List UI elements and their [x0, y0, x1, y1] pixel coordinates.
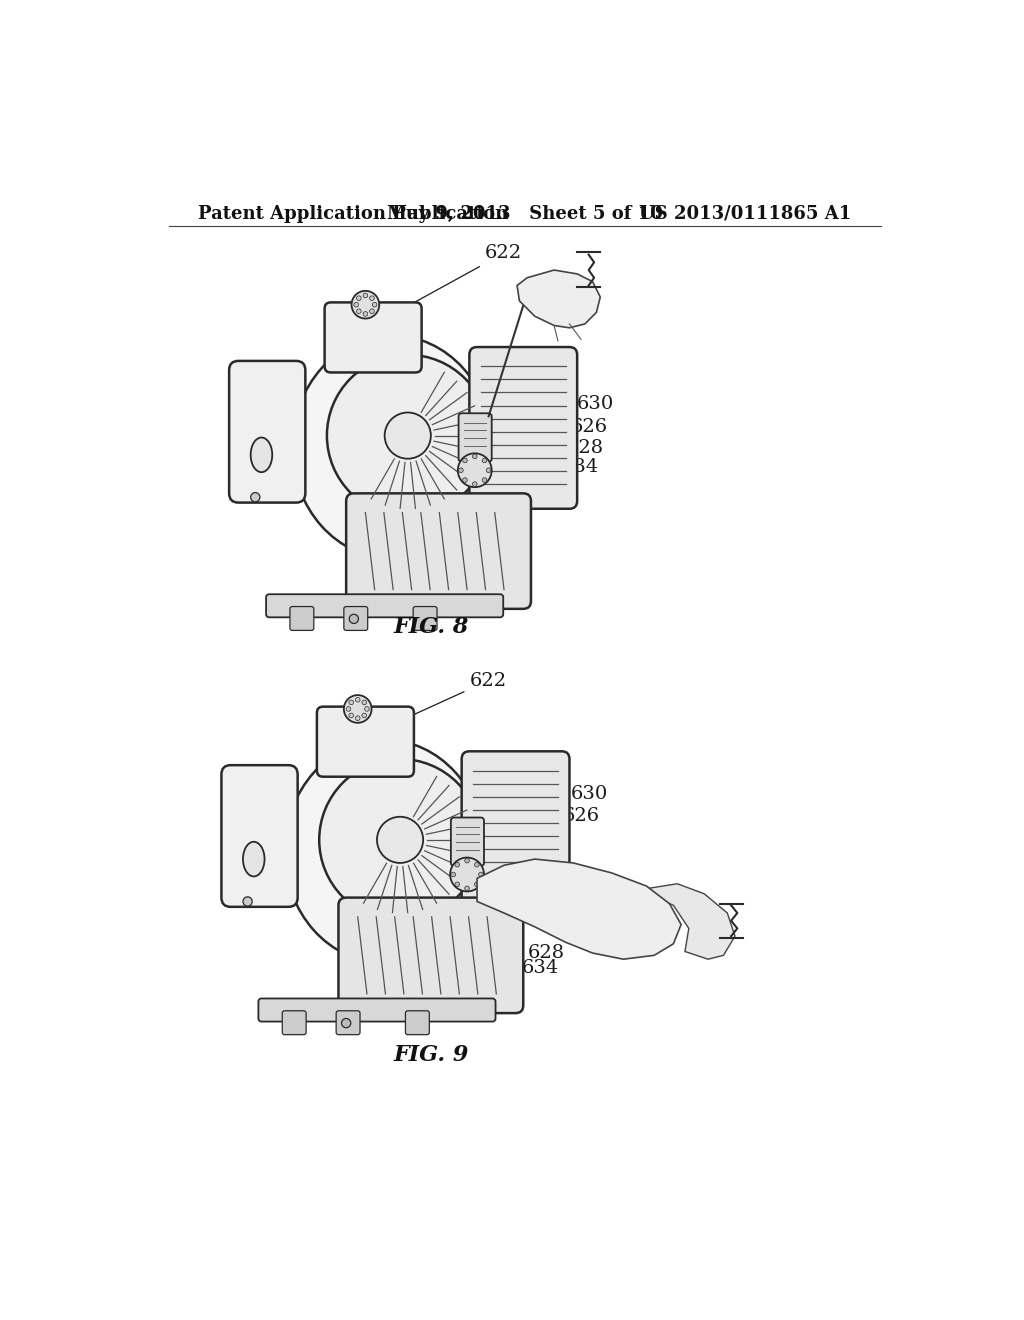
FancyBboxPatch shape: [451, 817, 484, 866]
Circle shape: [364, 312, 368, 317]
Circle shape: [365, 706, 370, 711]
Circle shape: [355, 715, 360, 721]
Circle shape: [474, 862, 479, 867]
FancyBboxPatch shape: [406, 1011, 429, 1035]
Circle shape: [355, 697, 360, 702]
Circle shape: [251, 492, 260, 502]
Circle shape: [478, 873, 483, 876]
Text: 630: 630: [571, 785, 608, 803]
Text: 632: 632: [416, 391, 453, 409]
Circle shape: [463, 478, 467, 482]
Circle shape: [465, 858, 469, 863]
FancyBboxPatch shape: [290, 607, 313, 631]
Circle shape: [243, 896, 252, 906]
Ellipse shape: [285, 739, 484, 964]
FancyBboxPatch shape: [266, 594, 503, 618]
Ellipse shape: [292, 335, 493, 558]
Circle shape: [370, 296, 374, 301]
Polygon shape: [477, 859, 681, 960]
Text: 626: 626: [571, 417, 608, 436]
Circle shape: [354, 302, 358, 308]
Text: 634: 634: [562, 458, 599, 475]
Circle shape: [482, 478, 486, 482]
FancyBboxPatch shape: [344, 607, 368, 631]
Circle shape: [361, 700, 367, 705]
FancyBboxPatch shape: [469, 347, 578, 508]
Text: May 9, 2013   Sheet 5 of 10: May 9, 2013 Sheet 5 of 10: [387, 205, 663, 223]
Circle shape: [377, 817, 423, 863]
Circle shape: [370, 309, 374, 314]
Ellipse shape: [251, 437, 272, 473]
Text: FIG. 9: FIG. 9: [393, 1044, 469, 1067]
Polygon shape: [517, 271, 600, 327]
Circle shape: [342, 1019, 351, 1028]
Circle shape: [349, 713, 353, 718]
Circle shape: [344, 696, 372, 723]
Circle shape: [351, 290, 379, 318]
FancyBboxPatch shape: [325, 302, 422, 372]
FancyBboxPatch shape: [316, 706, 414, 776]
Circle shape: [364, 293, 368, 298]
Circle shape: [455, 882, 460, 887]
Text: Patent Application Publication: Patent Application Publication: [199, 205, 509, 223]
Circle shape: [346, 706, 351, 711]
Circle shape: [472, 454, 477, 459]
Text: 622: 622: [395, 672, 507, 723]
Text: 630: 630: [578, 395, 614, 413]
Circle shape: [385, 413, 431, 459]
Ellipse shape: [243, 842, 264, 876]
FancyBboxPatch shape: [258, 998, 496, 1022]
Circle shape: [349, 614, 358, 623]
FancyBboxPatch shape: [462, 751, 569, 913]
FancyBboxPatch shape: [346, 494, 531, 609]
Circle shape: [472, 482, 477, 487]
FancyBboxPatch shape: [229, 360, 305, 503]
Circle shape: [356, 309, 361, 314]
FancyBboxPatch shape: [221, 766, 298, 907]
Text: 632: 632: [408, 805, 445, 824]
FancyBboxPatch shape: [459, 413, 492, 462]
Circle shape: [349, 700, 353, 705]
Circle shape: [373, 302, 377, 308]
Circle shape: [356, 296, 361, 301]
Circle shape: [459, 469, 463, 473]
Circle shape: [451, 873, 456, 876]
Circle shape: [451, 858, 484, 891]
Polygon shape: [639, 884, 735, 960]
Text: FIG. 8: FIG. 8: [393, 615, 469, 638]
Circle shape: [327, 355, 488, 516]
Text: 622: 622: [398, 244, 522, 312]
Circle shape: [361, 713, 367, 718]
Circle shape: [458, 453, 492, 487]
Circle shape: [463, 458, 467, 463]
Circle shape: [482, 458, 486, 463]
FancyBboxPatch shape: [336, 1011, 360, 1035]
Text: 626: 626: [562, 807, 600, 825]
Text: 628: 628: [528, 944, 565, 962]
Text: 628: 628: [566, 440, 603, 457]
Text: 636: 636: [407, 414, 443, 432]
Circle shape: [486, 469, 490, 473]
Circle shape: [474, 882, 479, 887]
Text: 636: 636: [391, 828, 428, 846]
FancyBboxPatch shape: [283, 1011, 306, 1035]
Circle shape: [455, 862, 460, 867]
Text: 634: 634: [521, 960, 559, 977]
Circle shape: [465, 886, 469, 891]
Text: US 2013/0111865 A1: US 2013/0111865 A1: [639, 205, 851, 223]
Circle shape: [319, 759, 481, 921]
FancyBboxPatch shape: [339, 898, 523, 1014]
FancyBboxPatch shape: [413, 607, 437, 631]
